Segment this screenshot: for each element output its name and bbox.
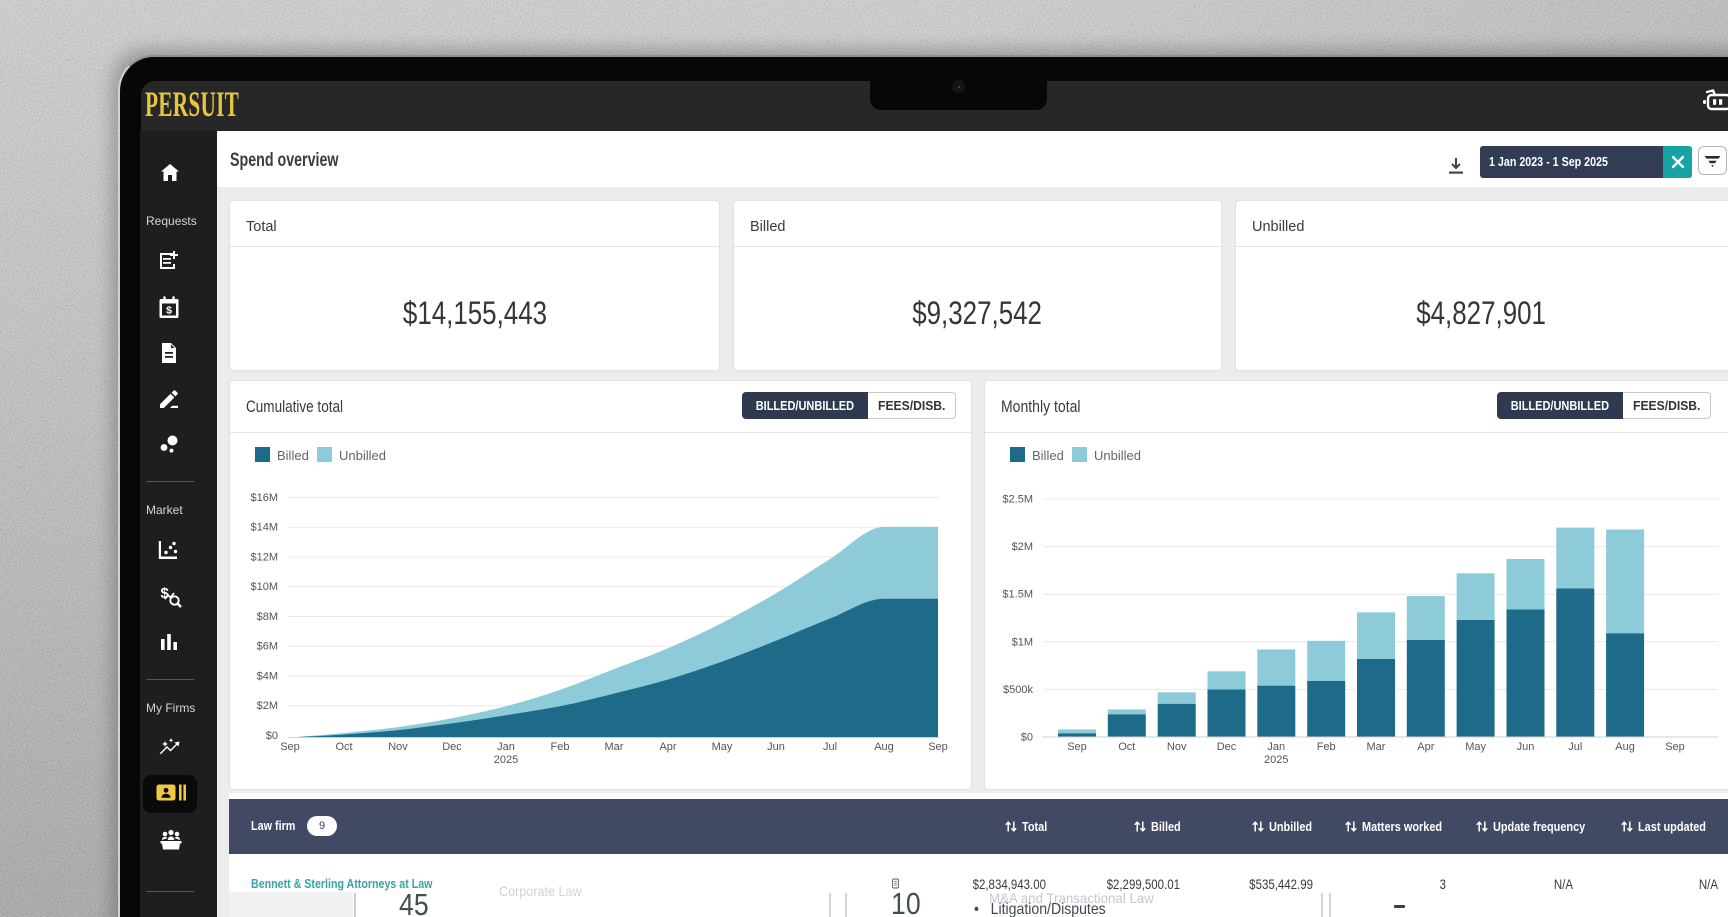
svg-text:$2.5M: $2.5M (1002, 494, 1033, 506)
svg-text:$6M: $6M (257, 641, 278, 653)
svg-text:Dec: Dec (1217, 741, 1237, 753)
svg-text:$0: $0 (1021, 732, 1033, 744)
svg-text:Mar: Mar (1367, 741, 1386, 753)
svg-text:Nov: Nov (1167, 741, 1187, 753)
svg-text:Mar: Mar (605, 741, 624, 753)
svg-text:$4M: $4M (257, 671, 278, 683)
svg-text:Feb: Feb (1317, 741, 1336, 753)
svg-text:Sep: Sep (1665, 741, 1685, 753)
svg-text:$1M: $1M (1012, 636, 1033, 648)
svg-text:Aug: Aug (874, 741, 894, 753)
svg-text:Dec: Dec (442, 741, 462, 753)
svg-text:$0: $0 (266, 730, 278, 742)
svg-text:Sep: Sep (1067, 741, 1087, 753)
svg-text:$: $ (166, 305, 172, 317)
svg-text:$16M: $16M (250, 492, 278, 504)
svg-text:Feb: Feb (551, 741, 570, 753)
svg-text:2025: 2025 (1264, 754, 1288, 766)
svg-text:$10M: $10M (250, 581, 278, 593)
svg-text:Nov: Nov (388, 741, 408, 753)
svg-text:$12M: $12M (250, 552, 278, 564)
svg-text:$14M: $14M (250, 522, 278, 534)
svg-text:Jan: Jan (497, 741, 515, 753)
svg-text:$1.5M: $1.5M (1002, 589, 1033, 601)
svg-text:May: May (712, 741, 733, 753)
svg-text:Aug: Aug (1615, 741, 1635, 753)
svg-text:Jul: Jul (823, 741, 837, 753)
svg-text:$: $ (161, 585, 170, 602)
svg-text:Oct: Oct (335, 741, 352, 753)
svg-text:Sep: Sep (280, 741, 300, 753)
svg-text:May: May (1465, 741, 1486, 753)
svg-text:Oct: Oct (1118, 741, 1135, 753)
svg-text:Apr: Apr (1417, 741, 1434, 753)
svg-text:Sep: Sep (928, 741, 948, 753)
svg-text:Jun: Jun (767, 741, 785, 753)
svg-text:$500k: $500k (1003, 684, 1033, 696)
svg-text:Jan: Jan (1267, 741, 1285, 753)
svg-text:$8M: $8M (257, 611, 278, 623)
svg-text:Jul: Jul (1568, 741, 1582, 753)
svg-text:$2M: $2M (257, 700, 278, 712)
svg-text:Apr: Apr (659, 741, 676, 753)
svg-text:2025: 2025 (494, 754, 518, 766)
svg-text:Jun: Jun (1517, 741, 1535, 753)
svg-text:$2M: $2M (1012, 541, 1033, 553)
